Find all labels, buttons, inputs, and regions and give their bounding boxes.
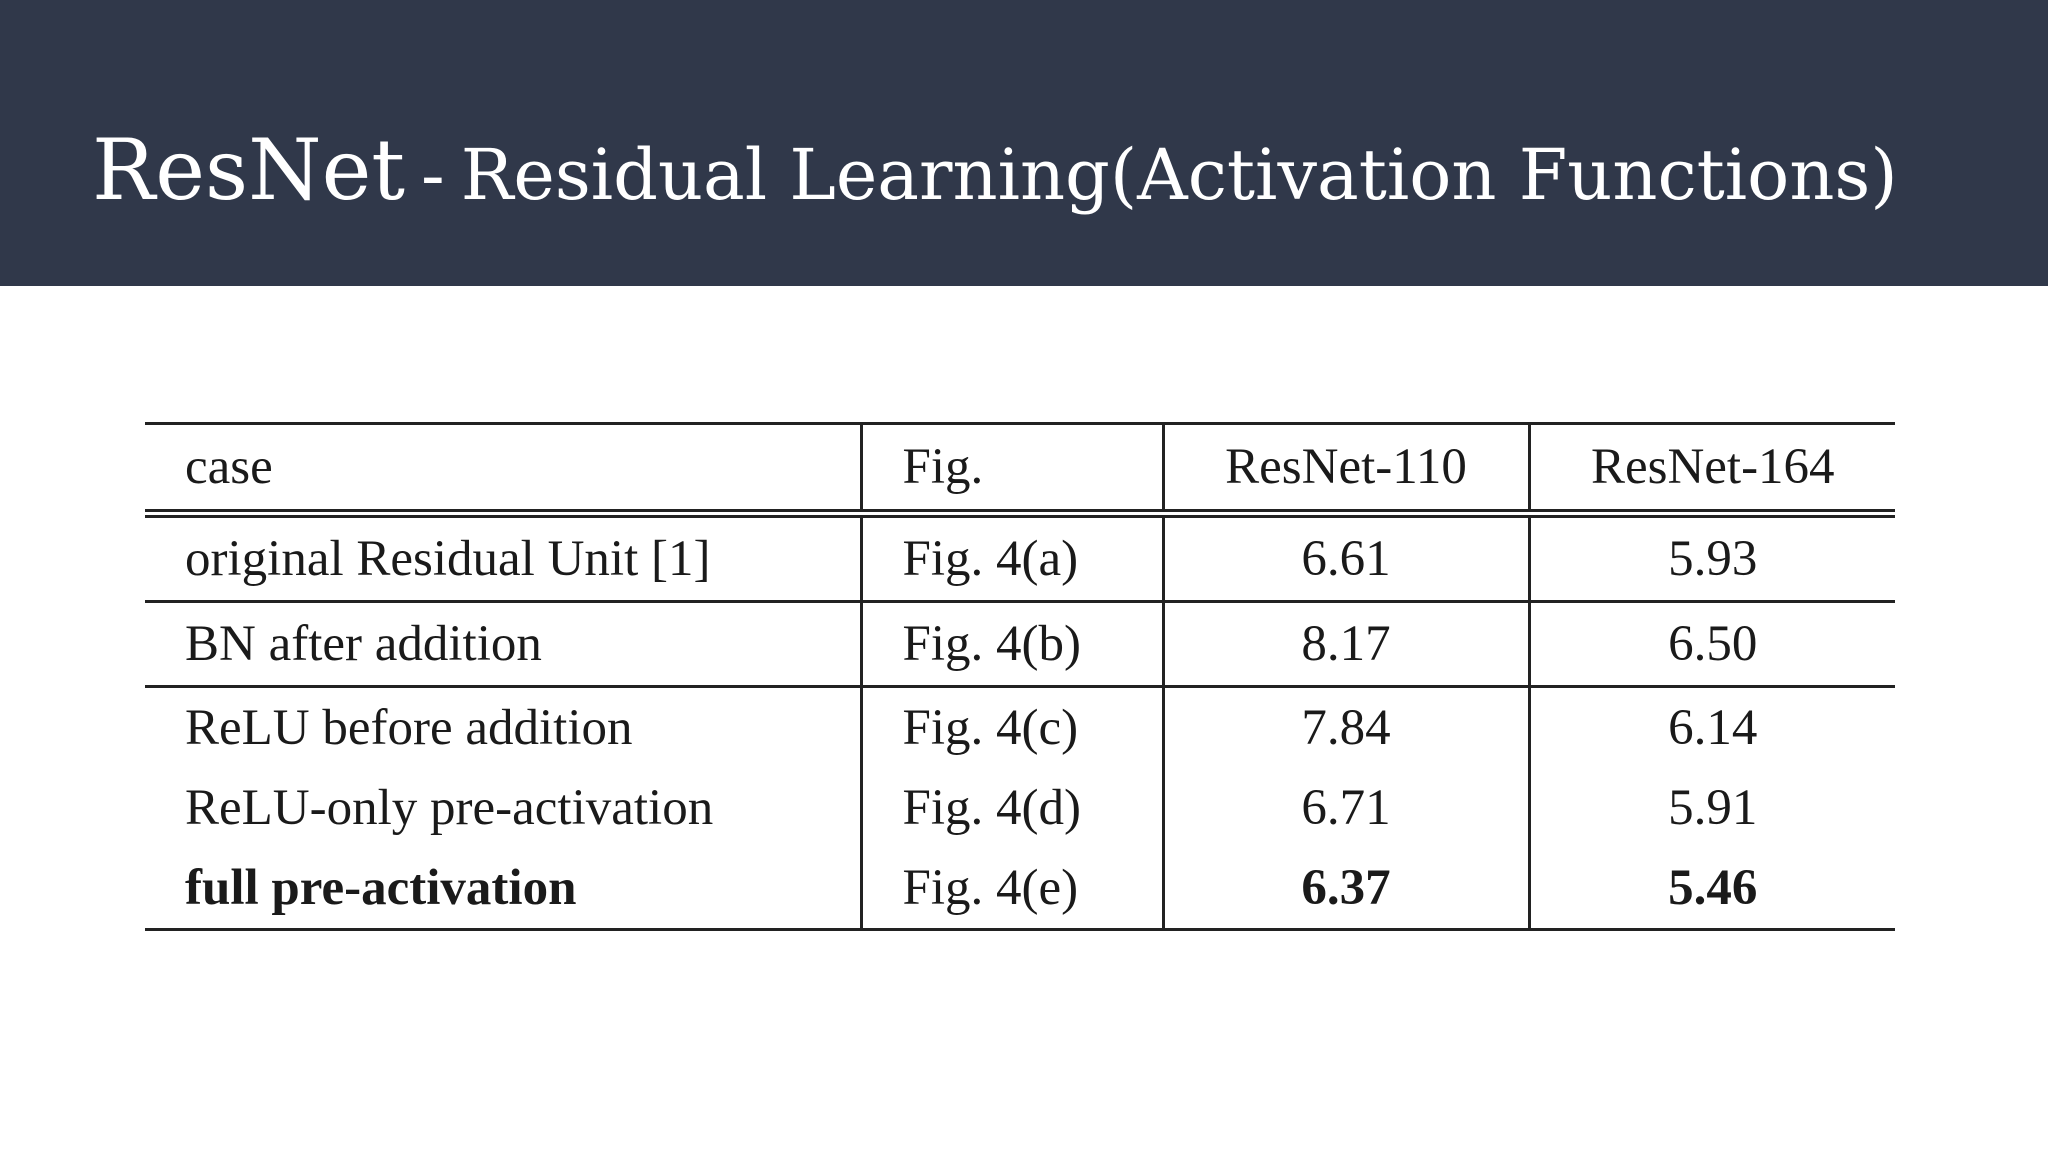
cell-case: original Residual Unit [1] bbox=[145, 513, 863, 603]
results-table-container: case Fig. ResNet-110 ResNet-164 original… bbox=[145, 422, 1895, 931]
cell-case: ReLU before addition bbox=[145, 686, 863, 768]
header-fig: Fig. bbox=[861, 423, 1165, 518]
cell-fig: Fig. 4(d) bbox=[861, 768, 1165, 848]
cell-resnet-164: 5.91 bbox=[1668, 780, 1758, 836]
header-resnet-110: ResNet-110 bbox=[1163, 423, 1531, 518]
title-main: ResNet bbox=[92, 121, 406, 219]
table-row: BN after addition Fig. 4(b) 8.17 6.50 bbox=[145, 601, 1895, 688]
cell-resnet-110: 8.17 bbox=[1163, 601, 1531, 688]
cell-resnet-164: 5.46 bbox=[1529, 848, 1895, 931]
cell-resnet-164: 5.93 bbox=[1529, 513, 1895, 603]
cell-resnet-164: 6.50 bbox=[1529, 601, 1895, 688]
title-separator: - bbox=[421, 134, 445, 216]
table-row: original Residual Unit [1] Fig. 4(a) 6.6… bbox=[145, 513, 1895, 603]
cell-case: ReLU-only pre-activation bbox=[145, 768, 863, 848]
cell-resnet-110: 7.84 bbox=[1163, 686, 1531, 768]
table-row: ReLU-only pre-activation Fig. 4(d) 6.71 … bbox=[145, 768, 1895, 848]
results-table: case Fig. ResNet-110 ResNet-164 original… bbox=[145, 422, 1895, 931]
slide-header: ResNet - Residual Learning(Activation Func… bbox=[0, 0, 2048, 286]
cell-fig: Fig. 4(a) bbox=[861, 513, 1165, 603]
cell-resnet-110: 6.61 bbox=[1163, 513, 1531, 603]
cell-case: BN after addition bbox=[145, 601, 863, 688]
cell-fig: Fig. 4(e) bbox=[861, 848, 1165, 931]
cell-fig: Fig. 4(b) bbox=[861, 601, 1165, 688]
table-header-row: case Fig. ResNet-110 ResNet-164 bbox=[145, 423, 1895, 518]
header-resnet-164: ResNet-164 bbox=[1529, 423, 1895, 518]
title-subtitle: Residual Learning(Activation Functions) bbox=[460, 134, 1898, 216]
slide-title: ResNet - Residual Learning(Activation Func… bbox=[92, 128, 1898, 212]
cell-fig: Fig. 4(c) bbox=[861, 686, 1165, 768]
cell-case: full pre-activation bbox=[145, 848, 863, 931]
cell-resnet-164: 6.14 bbox=[1668, 700, 1758, 756]
cell-resnet-110: 6.71 bbox=[1163, 768, 1531, 848]
header-case: case bbox=[145, 423, 863, 518]
cell-resnet-110: 6.37 bbox=[1163, 848, 1531, 931]
table-row: ReLU before addition Fig. 4(c) 7.84 6.14 bbox=[145, 686, 1895, 768]
table-row: full pre-activation Fig. 4(e) 6.37 5.46 bbox=[145, 848, 1895, 931]
